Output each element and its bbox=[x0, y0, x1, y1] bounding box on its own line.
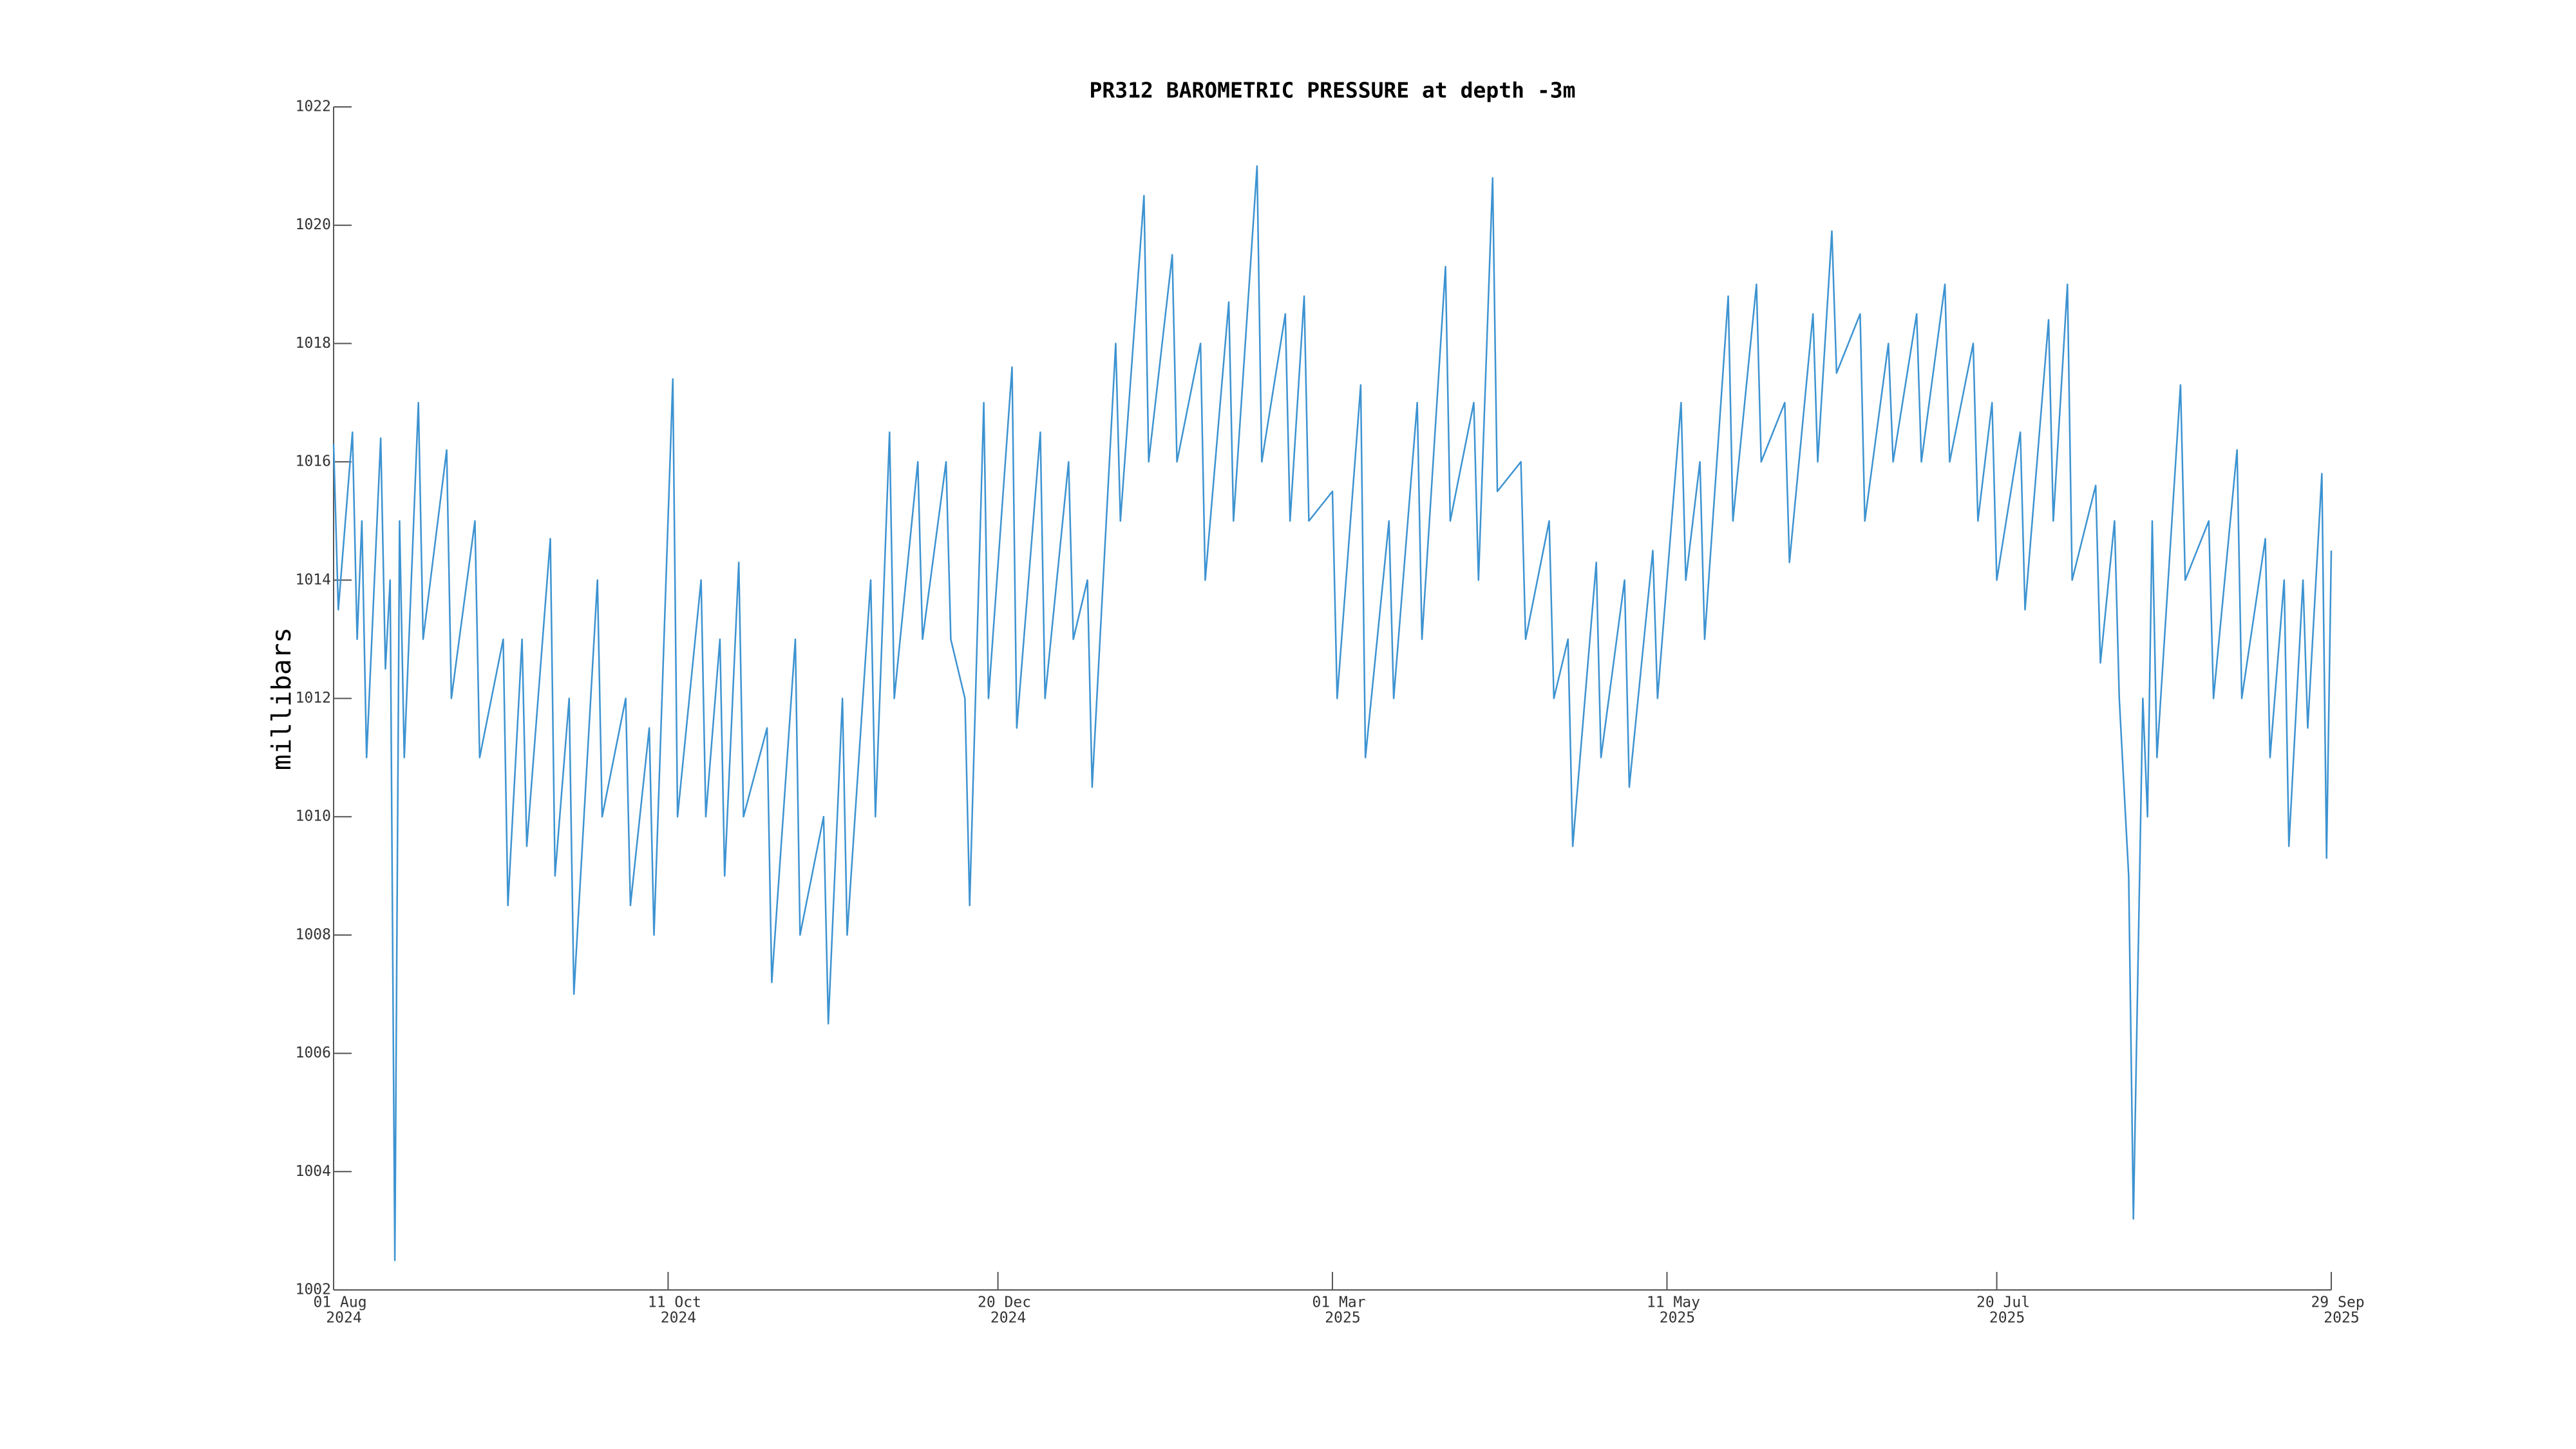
y-tick-label: 1006 bbox=[296, 1045, 331, 1061]
x-tick-label: 2025 bbox=[1989, 1310, 2025, 1327]
x-tick-label: 29 Sep bbox=[2311, 1294, 2364, 1311]
x-tick-label: 2024 bbox=[326, 1310, 361, 1327]
x-tick-label: 11 May bbox=[1647, 1294, 1700, 1311]
y-tick-label: 1022 bbox=[296, 99, 331, 115]
x-tick-label: 11 Oct bbox=[648, 1294, 701, 1311]
chart-title: PR312 BAROMETRIC PRESSURE at depth -3m bbox=[1090, 78, 1576, 103]
y-tick-label: 1012 bbox=[296, 690, 331, 706]
y-tick-label: 1004 bbox=[296, 1163, 331, 1180]
x-tick-label: 2025 bbox=[1325, 1310, 1360, 1327]
y-tick-label: 1018 bbox=[296, 335, 331, 352]
y-tick-label: 1020 bbox=[296, 216, 331, 233]
data-line bbox=[332, 165, 2333, 1262]
y-tick-label: 1002 bbox=[296, 1282, 331, 1298]
y-tick-label: 1010 bbox=[296, 808, 331, 825]
x-tick-label: 2024 bbox=[661, 1310, 696, 1327]
x-tick-label: 20 Jul bbox=[1976, 1294, 2030, 1311]
x-tick-label: 01 Aug bbox=[313, 1294, 366, 1311]
x-tick-label: 2024 bbox=[990, 1310, 1026, 1327]
y-tick-label: 1014 bbox=[296, 571, 331, 588]
x-tick-label: 20 Dec bbox=[978, 1294, 1031, 1311]
x-tick-label: 01 Mar bbox=[1312, 1294, 1365, 1311]
y-tick-label: 1008 bbox=[296, 926, 331, 943]
y-axis-label: millibars bbox=[266, 627, 297, 770]
y-tick-label: 1016 bbox=[296, 453, 331, 470]
x-tick-label: 2025 bbox=[1660, 1310, 1695, 1327]
x-tick-label: 2025 bbox=[2324, 1310, 2359, 1327]
